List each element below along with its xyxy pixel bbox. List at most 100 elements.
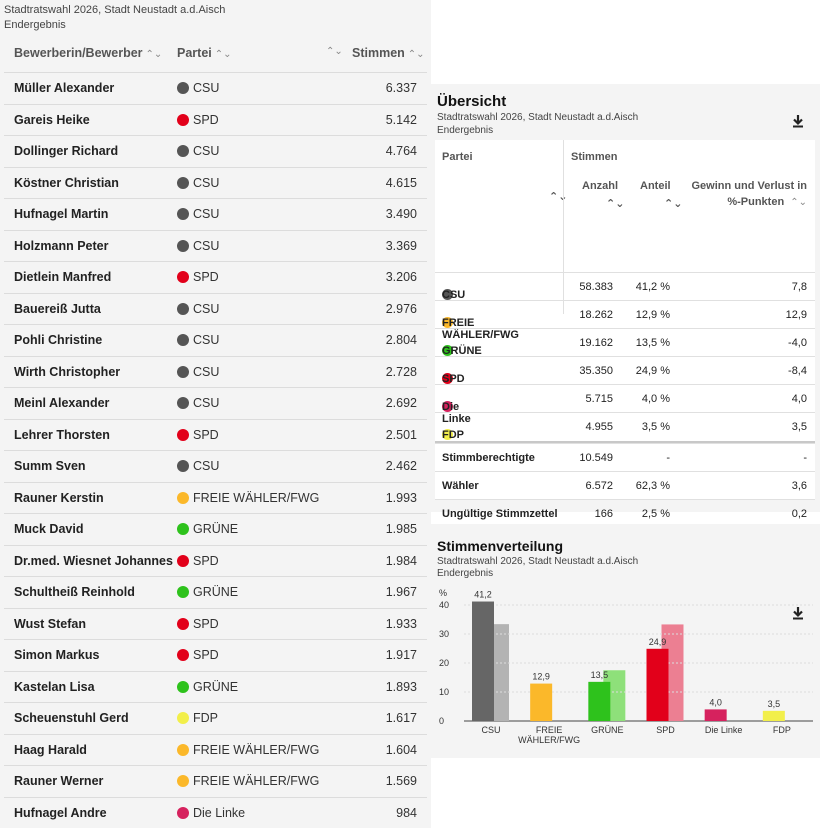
party-dot-icon xyxy=(177,302,189,315)
candidate-name: Wirth Christopher xyxy=(14,364,121,379)
table-row: Holzmann Peter CSU 3.369 xyxy=(4,229,427,262)
party-dot-icon xyxy=(177,334,189,346)
table-row: Kastelan Lisa GRÜNE 1.893 xyxy=(4,670,427,703)
table-row: Muck David GRÜNE 1.985 xyxy=(4,513,427,545)
candidate-party: SPD xyxy=(177,113,219,127)
candidate-name: Kastelan Lisa xyxy=(14,679,95,694)
party-dot-icon xyxy=(177,82,189,94)
stat-change: 3,6 xyxy=(791,480,807,492)
bar-current xyxy=(762,710,785,721)
data-label: 3,5 xyxy=(768,699,781,709)
chart-panel: Stimmenverteilung Stadtratswahl 2026, St… xyxy=(431,524,820,758)
y-tick-label: 40 xyxy=(439,600,449,610)
party-share: 13,5 % xyxy=(635,337,670,349)
party-dot-icon xyxy=(177,617,189,630)
party-dot-icon xyxy=(177,271,189,283)
col-header-name[interactable]: Bewerberin/Bewerber ⌃⌄ xyxy=(14,46,163,60)
overview-title: Übersicht xyxy=(437,93,507,110)
party-share: 41,2 % xyxy=(635,281,670,293)
stat-count: 10.549 xyxy=(579,452,613,464)
sort-icon[interactable]: ⌃⌄ xyxy=(549,191,568,203)
sort-icon[interactable]: ⌃⌄ xyxy=(145,49,163,60)
candidate-name: Meinl Alexander xyxy=(14,396,110,410)
col-header-votes: Stimmen xyxy=(571,151,618,163)
party-share: 24,9 % xyxy=(635,365,670,377)
candidate-votes: 3.206 xyxy=(385,270,417,284)
party-dot-icon xyxy=(177,239,189,252)
candidate-votes: 1.985 xyxy=(385,522,417,536)
col-header-share[interactable]: Anteil xyxy=(640,180,671,192)
candidate-party: SPD xyxy=(177,428,219,442)
bar-current xyxy=(704,709,727,721)
party-dot-icon xyxy=(177,365,189,378)
sort-icon[interactable]: ⌃⌄ xyxy=(606,198,625,210)
table-row: Schultheiß Reinhold GRÜNE 1.967 xyxy=(4,576,427,608)
party-row: GRÜNE 19.162 13,5 % -4,0 xyxy=(435,328,815,357)
candidate-party: CSU xyxy=(177,176,219,190)
overview-subtitle: Stadtratswahl 2026, Stadt Neustadt a.d.A… xyxy=(437,112,639,123)
stat-row: Stimmberechtigte 10.549 - - xyxy=(435,443,815,471)
candidate-votes: 2.501 xyxy=(385,427,417,442)
y-axis-label: % xyxy=(439,588,447,598)
col-header-change[interactable]: Gewinn und Verlust in %-Punkten ⌃⌄ xyxy=(691,180,807,208)
party-row: CSU 58.383 41,2 % 7,8 xyxy=(435,272,815,301)
chart-subtitle: Stadtratswahl 2026, Stadt Neustadt a.d.A… xyxy=(437,556,639,567)
party-dot-icon xyxy=(442,289,453,300)
party-dot-icon xyxy=(177,208,189,220)
x-tick-label: SPD xyxy=(656,725,675,735)
candidate-party: CSU xyxy=(177,365,219,379)
stat-count: 166 xyxy=(594,508,613,520)
candidate-name: Dollinger Richard xyxy=(14,144,119,158)
table-row: Wust Stefan SPD 1.933 xyxy=(4,607,427,640)
col-header-count[interactable]: Anzahl xyxy=(582,180,619,192)
candidate-name: Pohli Christine xyxy=(14,333,103,347)
candidate-votes: 984 xyxy=(396,805,417,820)
y-tick-label: 20 xyxy=(439,658,449,668)
sort-icon[interactable]: ⌃⌄ xyxy=(407,49,425,60)
data-label: 12,9 xyxy=(532,672,550,682)
party-row: FREIE WÄHLER/FWG 18.262 12,9 % 12,9 xyxy=(435,300,815,341)
table-row: Meinl Alexander CSU 2.692 xyxy=(4,387,427,419)
data-label: 13,5 xyxy=(591,670,609,680)
party-dot-icon xyxy=(177,145,189,157)
party-share: 12,9 % xyxy=(635,309,670,321)
col-header-votes[interactable]: Stimmen ⌃⌄ xyxy=(352,46,425,60)
candidate-name: Muck David xyxy=(14,522,84,536)
candidate-party: GRÜNE xyxy=(177,522,238,536)
party-dot-icon xyxy=(177,176,189,189)
candidate-party: SPD xyxy=(177,270,219,284)
candidate-votes: 3.490 xyxy=(385,207,417,221)
candidate-name: Dietlein Manfred xyxy=(14,270,112,284)
sort-icon[interactable]: ⌃⌄ xyxy=(790,197,807,208)
party-dot-icon xyxy=(177,649,189,661)
table-row: Müller Alexander CSU 6.337 xyxy=(4,72,427,104)
candidate-name: Wust Stefan xyxy=(14,616,86,631)
chart-title: Stimmenverteilung xyxy=(437,538,564,554)
candidate-party: FREIE WÄHLER/FWG xyxy=(177,743,319,757)
candidate-result-label: Endergebnis xyxy=(4,19,66,31)
party-dot-icon xyxy=(177,460,189,472)
party-dot-icon xyxy=(442,429,453,440)
candidate-party: SPD xyxy=(177,648,219,662)
candidate-votes: 1.967 xyxy=(385,585,417,599)
stat-name: Wähler xyxy=(442,480,479,492)
party-dot-icon xyxy=(442,317,453,328)
data-label: 24,9 xyxy=(649,637,667,647)
table-row: Wirth Christopher CSU 2.728 xyxy=(4,355,427,388)
table-row: Summ Sven CSU 2.462 xyxy=(4,450,427,482)
candidate-table-header: Bewerberin/Bewerber ⌃⌄ Partei ⌃⌄ ⌃⌄ Stimme… xyxy=(0,36,431,72)
candidate-name: Dr.med. Wiesnet Johannes xyxy=(14,553,173,568)
party-dot-icon xyxy=(177,680,189,693)
y-tick-label: 0 xyxy=(439,716,444,726)
col-header-party[interactable]: Partei ⌃⌄ xyxy=(177,46,232,60)
sort-icon[interactable]: ⌃⌄ xyxy=(664,198,683,210)
stat-row: Wähler 6.572 62,3 % 3,6 xyxy=(435,471,815,499)
sort-icon[interactable]: ⌃⌄ xyxy=(214,49,232,60)
table-row: Dollinger Richard CSU 4.764 xyxy=(4,135,427,167)
y-tick-label: 30 xyxy=(439,629,449,639)
sort-icon[interactable]: ⌃⌄ xyxy=(326,46,343,57)
download-icon[interactable] xyxy=(791,114,805,131)
candidate-party: CSU xyxy=(177,207,219,221)
candidate-name: Rauner Kerstin xyxy=(14,490,104,505)
party-count: 58.383 xyxy=(579,281,613,293)
